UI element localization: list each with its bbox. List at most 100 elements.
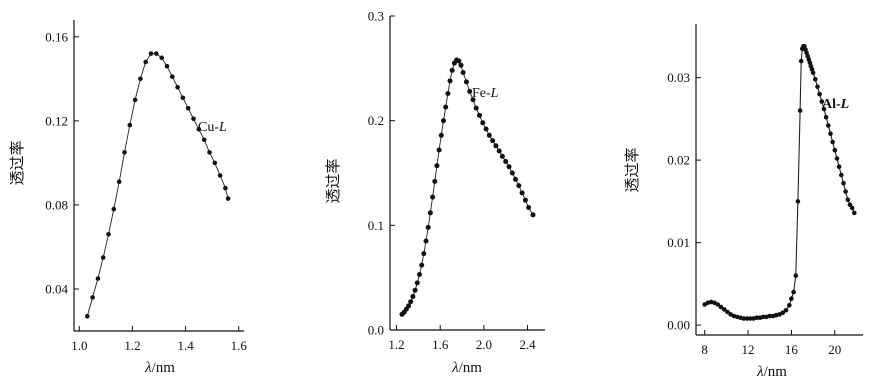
data-point — [526, 205, 532, 210]
data-point — [106, 232, 111, 237]
series-label-prefix: Cu- — [198, 120, 219, 135]
data-point — [414, 280, 420, 286]
data-point — [506, 164, 512, 170]
x-axis-label-symbol: λ — [451, 360, 459, 376]
data-point — [473, 105, 479, 111]
data-point — [496, 148, 502, 154]
data-point — [170, 74, 175, 79]
data-point — [148, 51, 154, 56]
data-point — [519, 190, 525, 196]
data-point — [836, 164, 842, 169]
data-point — [436, 147, 442, 153]
y-tick-label: 0.00 — [667, 318, 690, 333]
data-point — [191, 116, 196, 122]
data-point — [417, 272, 422, 277]
y-axis-label: 透过率 — [624, 147, 641, 192]
series-line-fe — [401, 59, 534, 315]
data-point — [425, 224, 431, 230]
data-point — [834, 156, 840, 161]
data-point — [791, 289, 796, 295]
y-tick-label: 0.08 — [45, 197, 68, 212]
data-point — [212, 160, 218, 166]
data-point — [798, 58, 804, 64]
data-point — [132, 97, 138, 103]
y-tick-label: 0.3 — [368, 9, 384, 24]
data-point — [832, 147, 838, 153]
data-point — [201, 137, 207, 143]
data-point — [480, 120, 486, 126]
data-point — [509, 170, 515, 176]
data-point — [427, 210, 433, 216]
data-point — [410, 294, 416, 299]
data-point — [725, 309, 730, 315]
data-point — [217, 173, 223, 178]
y-tick-label: 0.2 — [368, 113, 384, 128]
data-point — [438, 132, 444, 138]
data-point — [817, 91, 822, 97]
data-point — [493, 143, 499, 149]
data-point — [460, 70, 466, 75]
y-tick-label: 0.03 — [667, 70, 690, 85]
data-point — [225, 196, 231, 201]
y-tick-label: 0.0 — [368, 323, 384, 338]
data-point — [513, 176, 518, 182]
data-point — [741, 316, 746, 321]
x-tick-label: 1.6 — [231, 338, 248, 353]
chart-panel-fe: 0.0 0.1 0.2 0.3 1.2 1.6 2.0 2.4 λ/nm 透过率 Fe-L — [325, 9, 545, 376]
y-axis-label: 透过率 — [325, 158, 342, 203]
y-tick-label: 0.02 — [667, 153, 690, 168]
data-point — [185, 106, 191, 111]
data-point — [754, 315, 759, 321]
x-axis-label: λ/nm — [451, 360, 482, 376]
data-point — [789, 296, 794, 302]
data-point — [819, 99, 825, 104]
data-point — [127, 122, 133, 128]
data-point — [100, 255, 106, 260]
series-label-italic: L — [490, 86, 499, 101]
data-point — [164, 63, 170, 69]
y-tick-label: 0.1 — [368, 218, 384, 233]
data-point — [718, 304, 724, 310]
data-point — [826, 123, 831, 128]
y-tick-label: 0.12 — [45, 113, 68, 128]
data-point — [122, 150, 127, 155]
series-line-al — [704, 45, 855, 320]
data-point — [499, 153, 505, 159]
x-tick-label: 1.4 — [177, 338, 194, 353]
data-point — [839, 172, 844, 178]
data-point — [823, 114, 829, 120]
data-point — [847, 202, 853, 207]
x-tick-label: 16 — [785, 342, 799, 357]
data-point — [793, 273, 799, 278]
y-tick-label: 0.04 — [45, 281, 68, 296]
data-point — [90, 295, 95, 300]
data-point — [467, 88, 473, 94]
data-point — [175, 84, 180, 90]
x-tick-label: 20 — [828, 342, 841, 357]
data-point — [744, 316, 750, 321]
series-label-fe: Fe-L — [472, 86, 499, 101]
y-axis-label: 透过率 — [9, 140, 26, 185]
series-line-cu — [86, 53, 229, 317]
data-point — [516, 183, 522, 189]
data-point — [715, 302, 720, 307]
data-point — [852, 210, 857, 216]
x-tick-label: 12 — [742, 342, 755, 357]
x-tick-label: 1.2 — [124, 338, 140, 353]
data-point — [463, 79, 469, 85]
data-point — [432, 178, 438, 184]
data-point — [821, 106, 827, 112]
series-label-italic: L — [840, 97, 850, 112]
data-point — [111, 206, 117, 212]
data-point — [159, 55, 164, 61]
series-label-cu: Cu-L — [198, 120, 227, 135]
data-point — [503, 159, 509, 164]
data-point — [430, 194, 436, 200]
data-point — [787, 303, 792, 308]
data-point — [434, 163, 440, 169]
data-point — [447, 78, 453, 84]
data-point — [456, 58, 462, 64]
data-point — [449, 67, 455, 73]
data-point — [207, 150, 212, 155]
